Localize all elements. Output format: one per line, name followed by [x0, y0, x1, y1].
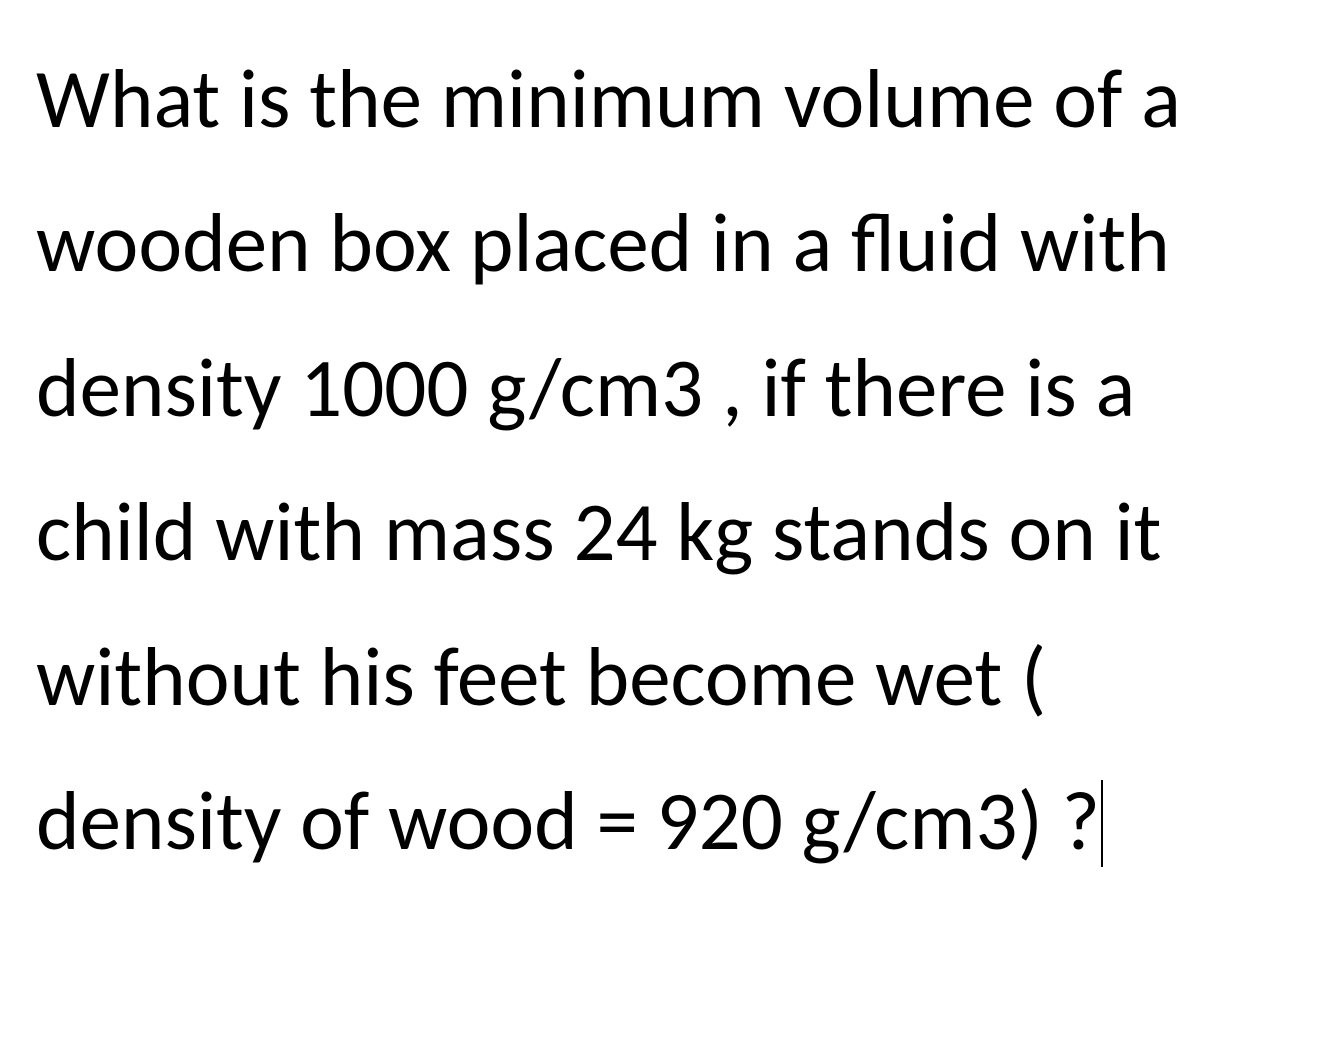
text-cursor: [1101, 780, 1103, 867]
document-page: What is the minimum volume of a wooden b…: [0, 0, 1344, 1039]
problem-text: What is the minimum volume of a wooden b…: [36, 49, 1181, 872]
